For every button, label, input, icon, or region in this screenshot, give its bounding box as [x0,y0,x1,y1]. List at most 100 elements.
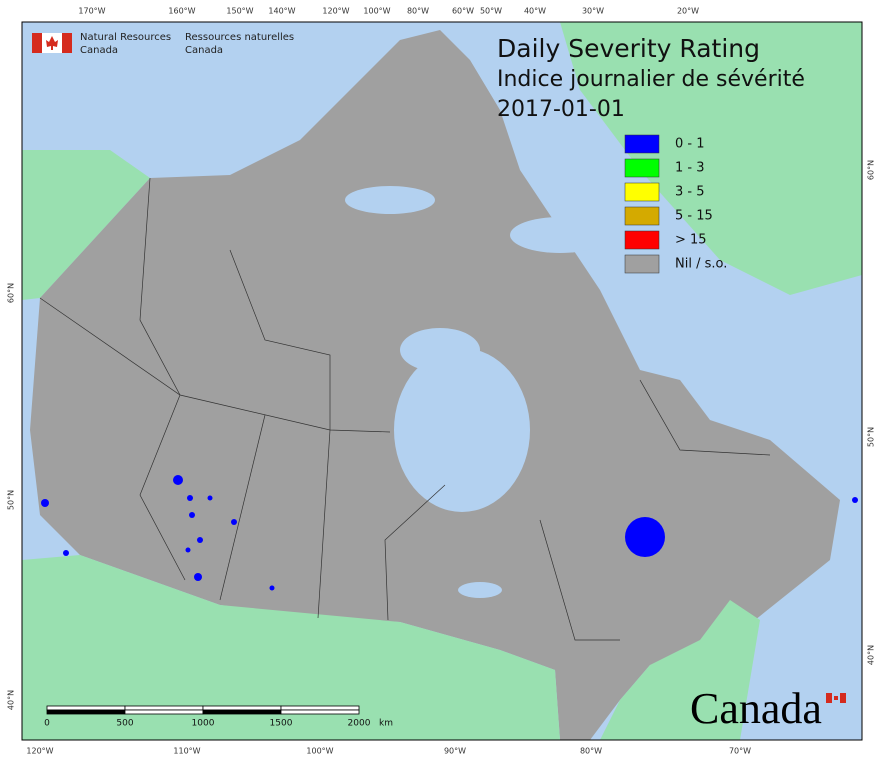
territorial-border [39,297,391,433]
legend-swatch [624,134,660,154]
graticule-label: 40°N [867,645,876,665]
rating-area [173,475,183,485]
scale-segment [280,709,360,715]
rating-area [852,497,858,503]
graticule-label: 30°W [582,7,604,16]
rating-areas [41,475,858,591]
scale-bar: 0 500 1000 1500 2000 km [44,705,393,729]
scale-label: 1000 [192,719,215,729]
scale-segment [124,705,204,711]
scale-segment [124,709,204,715]
graticule-label: 90°W [444,747,466,756]
flag-bar [32,33,42,53]
logo-text: Canada [80,45,118,56]
land [22,22,862,740]
flag-bar [62,33,72,53]
legend-label: 0 - 1 [675,137,705,152]
nwt-nunavut-border [229,249,331,430]
rating-area [185,547,191,553]
legend-label: 3 - 5 [675,185,705,200]
scale-label: 0 [44,719,50,729]
ontario-quebec-border [539,519,620,641]
scale-unit: km [379,719,393,729]
wordmark-text: Canada [690,684,822,733]
graticule-labels: 170°W 160°W 150°W 140°W 120°W 100°W 80°W 60°W 50… [7,7,876,756]
baffin-strait [510,217,610,253]
legend-swatch [624,230,660,250]
wordmark-flag [840,693,846,703]
graticule-label: 120°W [322,7,349,16]
graticule-label: 50°W [480,7,502,16]
rating-area [187,495,193,501]
alberta-saskatchewan-border [219,414,266,601]
graticule-label: 50°N [867,427,876,447]
graticule-label: 80°W [407,7,429,16]
frame [21,21,863,741]
united-states-northeast [600,600,760,740]
rating-area [269,585,275,591]
rating-area [197,537,203,543]
logo: Natural Resources Canada Ressources natu… [32,32,294,56]
legend-swatch [624,158,660,178]
wordmark-flag [834,696,838,700]
greenland [560,22,862,295]
graticule-label: 170°W [78,7,105,16]
legend-swatch [624,206,660,226]
scale-label: 500 [116,719,133,729]
bc-yukon-border [139,177,186,581]
logo-text: Ressources naturelles [185,32,294,43]
wordmark-flag [826,693,832,703]
graticule-label: 60°N [867,160,876,180]
legend-swatch [624,182,660,202]
rating-area [41,499,49,507]
rating-area [625,517,665,557]
scale-segment [280,705,360,711]
rating-area [207,495,213,501]
logo-text: Natural Resources [80,32,171,43]
rating-area [63,550,69,556]
alaska [22,150,150,300]
scale-segment [46,705,126,711]
graticule-label: 160°W [168,7,195,16]
legend-label: 5 - 15 [675,209,713,224]
scale-label: 2000 [348,719,371,729]
quebec-labrador-border [639,379,771,456]
graticule-label: 40°N [7,690,16,710]
scale-label: 1500 [270,719,293,729]
maple-leaf [46,36,58,50]
united-states [22,555,560,740]
graticule-label: 60°N [7,283,16,303]
scale-segment [46,709,126,715]
saskatchewan-manitoba-border [317,429,331,619]
arctic-channel [345,186,435,214]
graticule-label: 100°W [306,747,333,756]
graticule-label: 80°W [580,747,602,756]
graticule-label: 60°W [452,7,474,16]
graticule-label: 70°W [729,747,751,756]
manitoba-ontario-border [384,484,446,621]
hudson-bay-north [400,328,480,372]
legend-label: > 15 [675,233,707,248]
legend-label: Nil / s.o. [675,257,727,272]
hudson-bay [394,348,530,512]
graticule-label: 100°W [363,7,390,16]
logo-text: Canada [185,45,223,56]
legend-label: 1 - 3 [675,161,705,176]
legend: 0 - 1 1 - 3 3 - 5 5 - 15 > 15 Nil / s.o. [624,134,727,274]
rating-area [189,512,195,518]
subtitle: Indice journalier de sévérité [497,67,805,92]
graticule-label: 50°N [7,490,16,510]
rating-area [231,519,237,525]
graticule-label: 20°W [677,7,699,16]
scale-segment [202,709,282,715]
great-lake [458,582,502,598]
rating-area [194,573,202,581]
scale-segment [202,705,282,711]
graticule-label: 40°W [524,7,546,16]
legend-swatch [624,254,660,274]
graticule-label: 140°W [268,7,295,16]
wordmark: Canada [690,684,846,733]
graticule-label: 120°W [26,747,53,756]
borders [39,177,771,641]
